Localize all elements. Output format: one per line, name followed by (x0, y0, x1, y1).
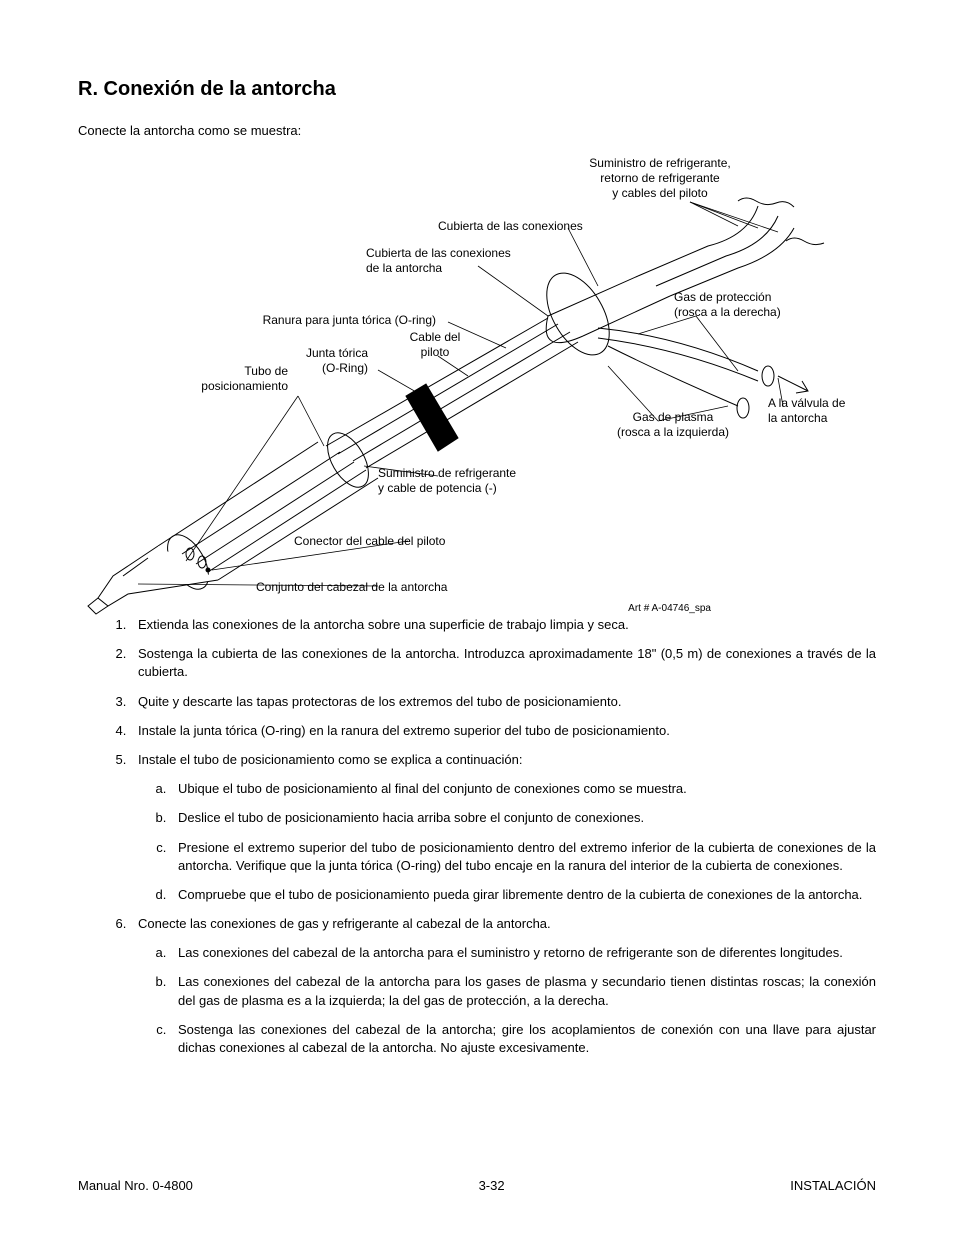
step-5c: Presione el extremo superior del tubo de… (170, 839, 876, 875)
step-1: Extienda las conexiones de la antorcha s… (130, 616, 876, 634)
torch-diagram: Suministro de refrigerante,retorno de re… (78, 146, 876, 616)
section-heading: R. Conexión de la antorcha (78, 78, 876, 101)
step-6-text: Conecte las conexiones de gas y refriger… (138, 916, 551, 931)
step-6-sublist: Las conexiones del cabezal de la antorch… (138, 944, 876, 1057)
page-footer: Manual Nro. 0-4800 3-32 INSTALACIÓN (78, 1178, 876, 1193)
step-5b: Deslice el tubo de posicionamiento hacia… (170, 809, 876, 827)
label-head-assembly: Conjunto del cabezal de la antorcha (256, 580, 447, 595)
step-6b: Las conexiones del cabezal de la antorch… (170, 973, 876, 1009)
label-positioning-tube: Tubo deposicionamiento (178, 364, 288, 394)
step-5-text: Instale el tubo de posicionamiento como … (138, 752, 522, 767)
label-coolant-power: Suministro de refrigerantey cable de pot… (378, 466, 516, 496)
step-5a: Ubique el tubo de posicionamiento al fin… (170, 780, 876, 798)
label-coolant-supply: Suministro de refrigerante,retorno de re… (550, 156, 770, 201)
step-5d: Compruebe que el tubo de posicionamiento… (170, 886, 876, 904)
step-3: Quite y descarte las tapas protectoras d… (130, 693, 876, 711)
intro-text: Conecte la antorcha como se muestra: (78, 123, 876, 138)
step-5: Instale el tubo de posicionamiento como … (130, 751, 876, 904)
art-number: Art # A-04746_spa (628, 603, 711, 614)
label-plasma-gas: Gas de plasma(rosca a la izquierda) (598, 410, 748, 440)
label-to-torch-valve: A la válvula dela antorcha (768, 396, 845, 426)
steps-list: Extienda las conexiones de la antorcha s… (78, 616, 876, 1057)
label-pilot-cable: Cable delpiloto (400, 330, 470, 360)
label-torch-lead-cover: Cubierta de las conexionesde la antorcha (366, 246, 511, 276)
step-6c: Sostenga las conexiones del cabezal de l… (170, 1021, 876, 1057)
step-6: Conecte las conexiones de gas y refriger… (130, 915, 876, 1057)
footer-right: INSTALACIÓN (790, 1178, 876, 1193)
footer-left: Manual Nro. 0-4800 (78, 1178, 193, 1193)
step-5-sublist: Ubique el tubo de posicionamiento al fin… (138, 780, 876, 904)
label-oring-groove: Ranura para junta tórica (O-ring) (208, 313, 436, 328)
label-oring: Junta tórica(O-Ring) (278, 346, 368, 376)
step-4: Instale la junta tórica (O-ring) en la r… (130, 722, 876, 740)
step-2: Sostenga la cubierta de las conexiones d… (130, 645, 876, 681)
label-lead-cover: Cubierta de las conexiones (438, 219, 583, 234)
label-pilot-connector: Conector del cable del piloto (294, 534, 445, 549)
footer-center: 3-32 (479, 1178, 505, 1193)
label-shield-gas: Gas de protección(rosca a la derecha) (674, 290, 781, 320)
step-6a: Las conexiones del cabezal de la antorch… (170, 944, 876, 962)
